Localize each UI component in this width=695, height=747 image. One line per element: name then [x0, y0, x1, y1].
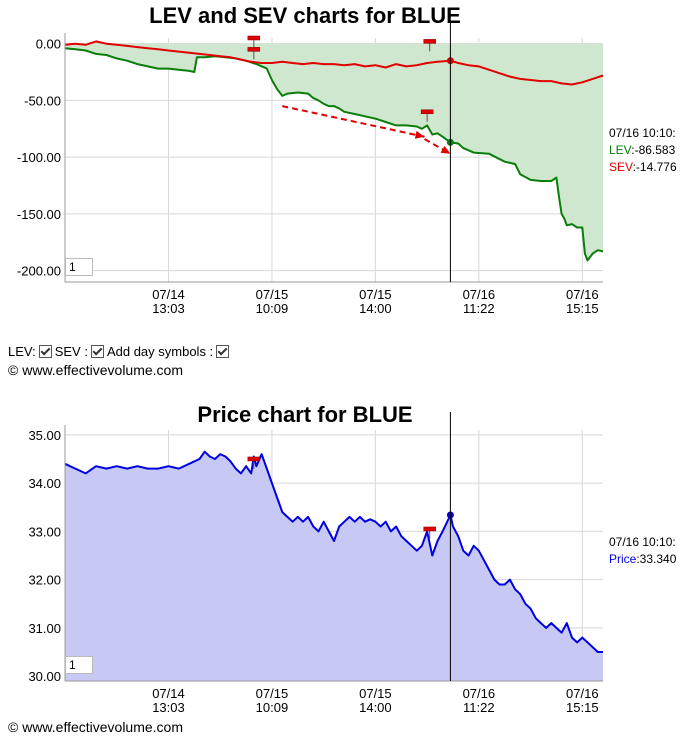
- x-tick-date: 07/16: [463, 287, 496, 302]
- y-tick-label: -150.00: [17, 207, 61, 222]
- y-tick-label: 32.00: [28, 573, 61, 588]
- lev-readout: LEV:-86.583: [609, 143, 676, 157]
- x-tick-date: 07/14: [152, 686, 185, 701]
- series-toggles: LEV: SEV : Add day symbols :: [8, 344, 232, 359]
- lev-sev-chart: LEV and SEV charts for BLUE 0.00 -50.00 -1…: [17, 3, 677, 316]
- x-tick-time: 10:09: [256, 301, 289, 316]
- x-tick-time: 15:15: [566, 301, 599, 316]
- x-tick-time: 11:22: [463, 700, 495, 715]
- sev-readout-value: :-14.776: [633, 160, 677, 174]
- x-tick-date: 07/16: [463, 686, 496, 701]
- price-zoom-input[interactable]: 1: [65, 656, 93, 674]
- day-symbol-marker: [247, 47, 261, 52]
- y-tick-label: 34.00: [28, 476, 61, 491]
- lev-readout-label: LEV: [609, 143, 632, 157]
- price-tick-labels: 35.00 34.00 33.00 32.00 31.00 30.00 07/1413:03…: [28, 428, 598, 715]
- trend-arrow-head: [414, 130, 425, 139]
- lev-sev-tick-labels: 0.00 -50.00 -100.00 -150.00 -200.00 07/1413:0…: [17, 37, 599, 316]
- copyright-top: © www.effectivevolume.com: [8, 362, 184, 378]
- y-tick-label: -100.00: [17, 150, 61, 165]
- price-readout: 07/16 10:10: Price:33.340: [609, 535, 677, 566]
- x-tick-time: 15:15: [566, 700, 599, 715]
- y-tick-label: 30.00: [28, 669, 61, 684]
- lev-checkbox[interactable]: [38, 345, 52, 358]
- lev-sev-lines: [64, 40, 604, 262]
- lev-sev-axes: [64, 33, 603, 283]
- lev-toggle-label: LEV:: [8, 344, 36, 359]
- y-tick-label: 33.00: [28, 524, 61, 539]
- day-symbol-marker: [247, 35, 261, 41]
- day-symbols-checkbox[interactable]: [216, 345, 230, 358]
- day-symbol-marker: [423, 39, 436, 44]
- day-symbol-marker: [247, 456, 261, 462]
- day-symbol-marker: [423, 526, 436, 532]
- x-tick-time: 11:22: [463, 301, 495, 316]
- x-tick-date: 07/15: [359, 686, 392, 701]
- price-line: [64, 450, 603, 653]
- lev-readout-value: :-86.583: [631, 143, 675, 157]
- price-axes: [64, 425, 603, 682]
- x-tick-time: 13:03: [152, 301, 185, 316]
- price-line: [64, 450, 603, 653]
- x-tick-time: 14:00: [359, 301, 392, 316]
- lev-sev-readout-date: 07/16 10:10:: [609, 126, 676, 140]
- x-tick-date: 07/15: [359, 287, 392, 302]
- lev-area: [65, 43, 603, 261]
- lev-line: [64, 47, 604, 262]
- day-symbol-marker: [420, 109, 434, 115]
- price-fill: [65, 451, 603, 681]
- copyright-bottom: © www.effectivevolume.com: [8, 719, 184, 735]
- lev-sev-annotations: [247, 35, 454, 155]
- sev-line: [64, 40, 604, 86]
- x-tick-date: 07/16: [566, 287, 599, 302]
- y-tick-label: 31.00: [28, 621, 61, 636]
- sev-readout-label: SEV: [609, 160, 633, 174]
- x-tick-time: 10:09: [256, 700, 289, 715]
- x-tick-time: 13:03: [152, 700, 185, 715]
- x-tick-date: 07/14: [152, 287, 185, 302]
- lev-sev-chart-title: LEV and SEV charts for BLUE: [149, 3, 461, 28]
- price-readout-value: :33.340: [636, 552, 676, 566]
- trend-arrow-head: [440, 145, 451, 154]
- sev-toggle-label: SEV :: [54, 344, 88, 359]
- y-tick-label: 35.00: [28, 428, 61, 443]
- x-tick-date: 07/15: [256, 686, 289, 701]
- price-readout: Price:33.340: [609, 552, 677, 566]
- sev-checkbox[interactable]: [90, 345, 104, 358]
- trend-arrow-line: [282, 105, 425, 138]
- price-area: [65, 451, 603, 681]
- lev-sev-zoom-input[interactable]: 1: [65, 258, 93, 276]
- x-tick-date: 07/15: [256, 287, 289, 302]
- lev-sev-fills: [65, 41, 603, 261]
- day-symbols-label: Add day symbols :: [106, 344, 214, 359]
- x-tick-time: 14:00: [359, 700, 392, 715]
- sev-readout: SEV:-14.776: [609, 160, 677, 174]
- price-chart-title: Price chart for BLUE: [197, 402, 412, 427]
- price-readout-label: Price: [609, 552, 637, 566]
- y-tick-label: -50.00: [24, 93, 61, 108]
- x-tick-date: 07/16: [566, 686, 599, 701]
- price-readout-date: 07/16 10:10:: [609, 535, 676, 549]
- y-tick-label: -200.00: [17, 264, 61, 279]
- price-chart: Price chart for BLUE 35.00 34.00 33.00 32.0…: [28, 402, 676, 715]
- y-tick-label: 0.00: [36, 37, 61, 52]
- lev-sev-readout: 07/16 10:10: LEV:-86.583 SEV:-14.776: [609, 126, 677, 174]
